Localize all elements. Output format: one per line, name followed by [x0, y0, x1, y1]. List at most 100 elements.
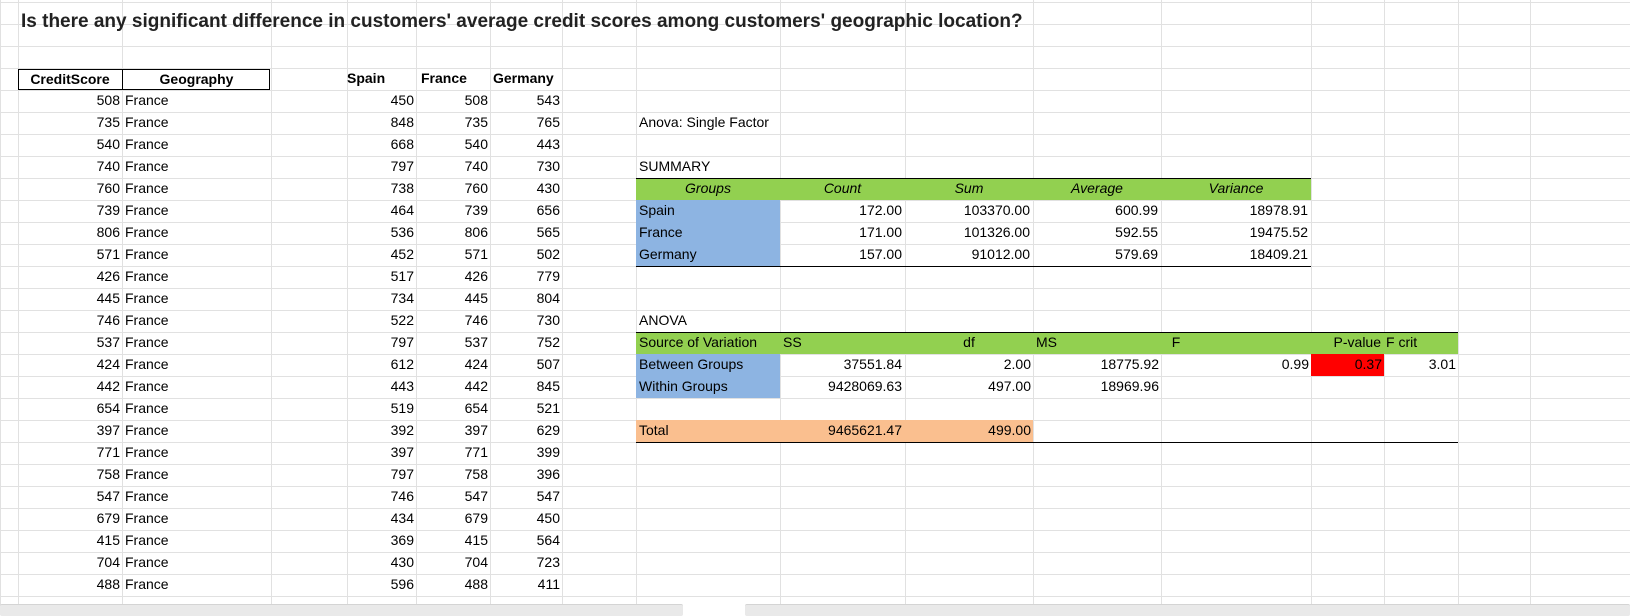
spain-cell[interactable]: 452 — [390, 246, 414, 262]
spain-cell[interactable]: 536 — [390, 224, 414, 240]
summary-value[interactable]: 91012.00 — [971, 246, 1030, 262]
summary-value[interactable]: 18409.21 — [1249, 246, 1308, 262]
france-cell[interactable]: 679 — [464, 510, 488, 526]
france-cell[interactable]: 735 — [464, 114, 488, 130]
geography-cell[interactable]: France — [125, 114, 169, 130]
spain-cell[interactable]: 848 — [390, 114, 414, 130]
france-cell[interactable]: 426 — [464, 268, 488, 284]
france-cell[interactable]: 571 — [464, 246, 488, 262]
germany-cell[interactable]: 845 — [536, 378, 560, 394]
spain-cell[interactable]: 517 — [390, 268, 414, 284]
france-cell[interactable]: 771 — [464, 444, 488, 460]
creditscore-cell[interactable]: 704 — [96, 554, 120, 570]
germany-cell[interactable]: 430 — [536, 180, 560, 196]
summary-value[interactable]: 101326.00 — [963, 224, 1030, 240]
france-cell[interactable]: 758 — [464, 466, 488, 482]
geography-cell[interactable]: France — [125, 400, 169, 416]
creditscore-cell[interactable]: 758 — [96, 466, 120, 482]
germany-cell[interactable]: 521 — [536, 400, 560, 416]
anova-header-pvalue[interactable]: P-value — [1333, 334, 1381, 350]
france-cell[interactable]: 739 — [464, 202, 488, 218]
header-spain[interactable]: Spain — [347, 70, 386, 86]
creditscore-cell[interactable]: 654 — [96, 400, 120, 416]
creditscore-cell[interactable]: 540 — [96, 136, 120, 152]
total-ss[interactable]: 9465621.47 — [828, 422, 902, 438]
geography-cell[interactable]: France — [125, 312, 169, 328]
germany-cell[interactable]: 779 — [536, 268, 560, 284]
creditscore-cell[interactable]: 571 — [96, 246, 120, 262]
geography-cell[interactable]: France — [125, 246, 169, 262]
france-cell[interactable]: 424 — [464, 356, 488, 372]
anova-ms[interactable]: 18775.92 — [1100, 356, 1159, 372]
germany-cell[interactable]: 629 — [536, 422, 560, 438]
geography-cell[interactable]: France — [125, 510, 169, 526]
germany-cell[interactable]: 752 — [536, 334, 560, 350]
creditscore-cell[interactable]: 740 — [96, 158, 120, 174]
anova-pvalue[interactable]: 0.37 — [1354, 356, 1382, 372]
germany-cell[interactable]: 507 — [536, 356, 560, 372]
creditscore-cell[interactable]: 488 — [96, 576, 120, 592]
germany-cell[interactable]: 804 — [536, 290, 560, 306]
geography-cell[interactable]: France — [125, 356, 169, 372]
geography-cell[interactable]: France — [125, 378, 169, 394]
spain-cell[interactable]: 430 — [390, 554, 414, 570]
creditscore-cell[interactable]: 397 — [96, 422, 120, 438]
anova-ss[interactable]: 9428069.63 — [828, 378, 902, 394]
summary-header-0[interactable]: Groups — [685, 180, 731, 196]
france-cell[interactable]: 445 — [464, 290, 488, 306]
anova-df[interactable]: 2.00 — [1003, 356, 1031, 372]
germany-cell[interactable]: 723 — [536, 554, 560, 570]
summary-header-2[interactable]: Sum — [954, 180, 984, 196]
summary-value[interactable]: 592.55 — [1115, 224, 1158, 240]
geography-cell[interactable]: France — [125, 202, 169, 218]
spain-cell[interactable]: 369 — [390, 532, 414, 548]
anova-header-ms[interactable]: MS — [1036, 334, 1057, 350]
anova-header-source[interactable]: Source of Variation — [639, 334, 758, 350]
spain-cell[interactable]: 797 — [390, 466, 414, 482]
anova-title[interactable]: Anova: Single Factor — [639, 114, 769, 130]
france-cell[interactable]: 547 — [464, 488, 488, 504]
anova-header-fcrit[interactable]: F crit — [1386, 334, 1418, 350]
geography-cell[interactable]: France — [125, 488, 169, 504]
germany-cell[interactable]: 502 — [536, 246, 560, 262]
germany-cell[interactable]: 565 — [536, 224, 560, 240]
spain-cell[interactable]: 668 — [390, 136, 414, 152]
spain-cell[interactable]: 746 — [390, 488, 414, 504]
spain-cell[interactable]: 797 — [390, 334, 414, 350]
anova-ss[interactable]: 37551.84 — [843, 356, 902, 372]
geography-cell[interactable]: France — [125, 554, 169, 570]
header-france[interactable]: France — [421, 70, 467, 86]
summary-header-1[interactable]: Count — [823, 180, 862, 196]
germany-cell[interactable]: 564 — [536, 532, 560, 548]
summary-header-3[interactable]: Average — [1071, 180, 1123, 196]
geography-cell[interactable]: France — [125, 158, 169, 174]
spain-cell[interactable]: 443 — [390, 378, 414, 394]
creditscore-cell[interactable]: 806 — [96, 224, 120, 240]
germany-cell[interactable]: 396 — [536, 466, 560, 482]
creditscore-cell[interactable]: 679 — [96, 510, 120, 526]
germany-cell[interactable]: 547 — [536, 488, 560, 504]
france-cell[interactable]: 740 — [464, 158, 488, 174]
summary-value[interactable]: 157.00 — [859, 246, 902, 262]
france-cell[interactable]: 760 — [464, 180, 488, 196]
germany-cell[interactable]: 411 — [537, 576, 560, 592]
anova-header-df[interactable]: df — [963, 334, 975, 350]
germany-cell[interactable]: 730 — [536, 158, 560, 174]
anova-header-ss[interactable]: SS — [783, 334, 802, 350]
creditscore-cell[interactable]: 442 — [96, 378, 120, 394]
geography-cell[interactable]: France — [125, 290, 169, 306]
anova-source-name[interactable]: Between Groups — [639, 356, 744, 372]
summary-value[interactable]: 579.69 — [1115, 246, 1158, 262]
summary-value[interactable]: 600.99 — [1115, 202, 1158, 218]
horizontal-scrollbar[interactable] — [745, 604, 1630, 616]
anova-label[interactable]: ANOVA — [639, 312, 687, 328]
creditscore-cell[interactable]: 445 — [96, 290, 120, 306]
creditscore-cell[interactable]: 771 — [96, 444, 120, 460]
spain-cell[interactable]: 596 — [390, 576, 414, 592]
sheet-tabs-scrollbar[interactable] — [0, 604, 683, 616]
geography-cell[interactable]: France — [125, 576, 169, 592]
total-label[interactable]: Total — [639, 422, 669, 438]
header-creditscore[interactable]: CreditScore — [30, 71, 110, 87]
creditscore-cell[interactable]: 760 — [96, 180, 120, 196]
summary-header-4[interactable]: Variance — [1208, 180, 1264, 196]
